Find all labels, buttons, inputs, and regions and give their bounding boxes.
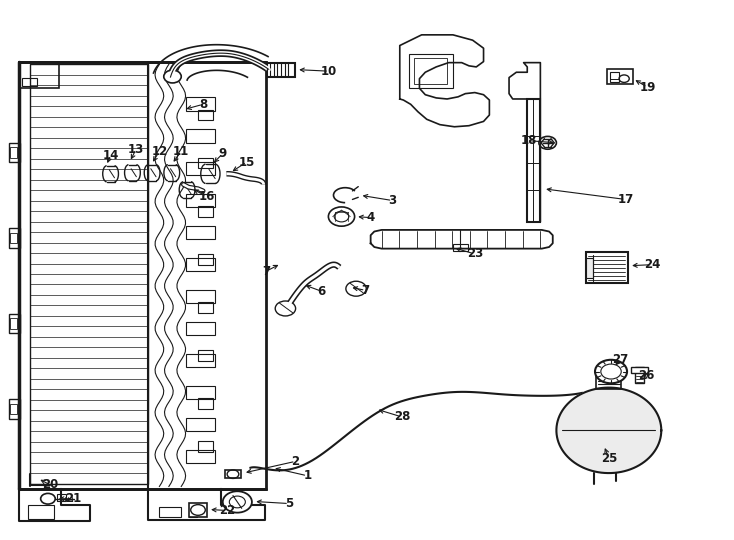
Text: 8: 8 (199, 98, 207, 111)
Bar (9, 400, 21, 419)
Bar (9, 228, 21, 247)
Bar (198, 350, 213, 361)
Text: 9: 9 (219, 147, 227, 160)
Bar (186, 322, 216, 335)
Circle shape (222, 491, 252, 512)
Bar (198, 399, 213, 409)
Bar (610, 72, 619, 82)
Text: 25: 25 (600, 451, 617, 464)
Bar (635, 367, 644, 383)
Bar (267, 63, 295, 77)
Bar (586, 252, 628, 284)
Bar (189, 510, 197, 517)
Bar (10, 318, 18, 329)
Circle shape (539, 137, 556, 149)
Bar (30, 64, 148, 484)
Bar (186, 290, 216, 303)
Bar (186, 226, 216, 239)
Bar (415, 58, 447, 84)
Text: 26: 26 (639, 369, 655, 382)
Text: 3: 3 (388, 194, 396, 207)
Bar (198, 206, 213, 217)
Text: 22: 22 (219, 504, 236, 517)
Bar (9, 314, 21, 333)
Text: 18: 18 (520, 134, 537, 147)
Text: 27: 27 (612, 353, 628, 366)
Circle shape (346, 281, 366, 296)
Bar (198, 254, 213, 265)
Text: 21: 21 (65, 492, 81, 505)
Text: 19: 19 (639, 80, 655, 94)
Bar (29, 505, 54, 518)
Circle shape (40, 494, 55, 504)
Bar (186, 97, 216, 111)
Text: 17: 17 (617, 193, 633, 206)
Text: 6: 6 (318, 285, 326, 298)
Bar (186, 450, 216, 463)
Polygon shape (556, 388, 661, 473)
Bar (10, 403, 18, 414)
Text: 16: 16 (199, 190, 215, 202)
Text: 20: 20 (42, 478, 58, 491)
Text: 1: 1 (303, 469, 311, 482)
Bar (410, 53, 453, 88)
Text: 7: 7 (263, 265, 271, 278)
Text: 28: 28 (393, 410, 410, 423)
Bar (186, 386, 216, 400)
Bar (23, 78, 37, 86)
Bar (159, 507, 181, 517)
Bar (10, 147, 18, 158)
Bar (198, 302, 213, 313)
Bar (198, 158, 213, 168)
Text: 13: 13 (128, 143, 144, 156)
Text: 15: 15 (239, 156, 255, 168)
Bar (198, 110, 213, 120)
Bar (10, 233, 18, 244)
Bar (9, 143, 21, 162)
Bar (608, 69, 633, 84)
Bar (189, 503, 208, 517)
Bar (597, 374, 621, 389)
Text: 14: 14 (103, 148, 119, 161)
Bar (186, 161, 216, 175)
Circle shape (328, 207, 355, 226)
Bar (586, 258, 593, 278)
Bar (19, 62, 266, 489)
Text: 11: 11 (173, 145, 189, 158)
Bar (57, 495, 66, 501)
Bar (631, 367, 648, 373)
Bar (527, 99, 540, 222)
Bar (225, 470, 241, 478)
Bar (186, 193, 216, 207)
Bar (186, 258, 216, 271)
Bar (186, 130, 216, 143)
Bar (19, 62, 59, 88)
Circle shape (275, 301, 296, 316)
Text: 10: 10 (321, 65, 337, 78)
Circle shape (164, 70, 181, 83)
Text: 23: 23 (467, 247, 483, 260)
Bar (453, 244, 468, 251)
Circle shape (595, 360, 627, 383)
Text: 12: 12 (151, 145, 167, 158)
Bar (186, 354, 216, 367)
Bar (198, 441, 213, 452)
Text: 7: 7 (361, 284, 370, 297)
Text: 24: 24 (644, 258, 661, 271)
Text: 4: 4 (366, 211, 375, 224)
Text: 5: 5 (285, 497, 293, 510)
Text: 2: 2 (291, 455, 299, 468)
Bar (186, 418, 216, 431)
